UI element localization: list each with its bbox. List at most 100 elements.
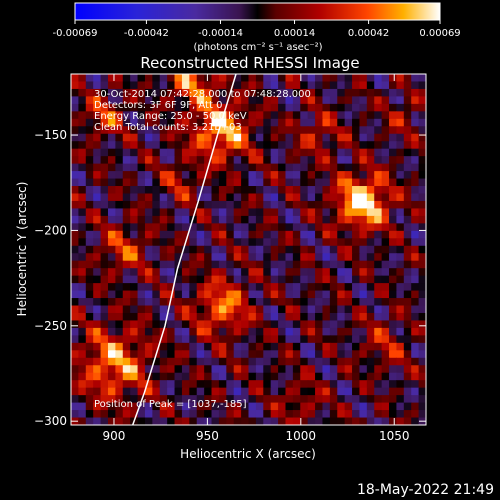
- heatmap-cell: [78, 320, 87, 329]
- heatmap-cell: [300, 111, 309, 120]
- heatmap-cell: [189, 305, 198, 314]
- heatmap-cell: [307, 96, 316, 105]
- heatmap-cell: [337, 342, 346, 351]
- heatmap-cell: [300, 387, 309, 396]
- heatmap-cell: [107, 103, 116, 112]
- heatmap-cell: [167, 230, 176, 239]
- heatmap-cell: [352, 245, 361, 254]
- heatmap-cell: [344, 118, 353, 127]
- heatmap-cell: [248, 245, 257, 254]
- heatmap-cell: [285, 260, 294, 269]
- heatmap-cell: [130, 245, 139, 254]
- heatmap-cell: [248, 238, 257, 247]
- heatmap-cell: [107, 387, 116, 396]
- heatmap-cell: [337, 327, 346, 336]
- heatmap-cell: [329, 402, 338, 411]
- heatmap-cell: [278, 238, 287, 247]
- heatmap-cell: [137, 268, 146, 277]
- heatmap-cell: [78, 245, 87, 254]
- heatmap-cell: [189, 312, 198, 322]
- heatmap-cell: [174, 111, 183, 120]
- heatmap-cell: [71, 312, 79, 322]
- heatmap-cell: [189, 118, 198, 127]
- heatmap-cell: [115, 208, 124, 217]
- heatmap-cell: [329, 312, 338, 322]
- heatmap-cell: [278, 178, 287, 187]
- heatmap-cell: [411, 156, 420, 165]
- heatmap-cell: [226, 81, 235, 90]
- heatmap-cell: [315, 230, 324, 239]
- heatmap-cell: [189, 223, 198, 232]
- heatmap-cell: [344, 193, 353, 202]
- heatmap-cell: [270, 186, 279, 195]
- heatmap-cell: [270, 320, 279, 329]
- heatmap-cell: [285, 156, 294, 165]
- heatmap-cell: [181, 312, 190, 322]
- heatmap-cell: [278, 268, 287, 277]
- heatmap-cell: [226, 387, 235, 396]
- heatmap-cell: [366, 275, 375, 284]
- heatmap-cell: [196, 260, 205, 269]
- heatmap-cell: [144, 200, 153, 210]
- heatmap-cell: [366, 96, 375, 105]
- heatmap-cell: [255, 320, 264, 329]
- heatmap-cell: [315, 275, 324, 284]
- heatmap-cell: [107, 215, 116, 224]
- heatmap-cell: [300, 395, 309, 404]
- heatmap-cell: [411, 81, 420, 90]
- heatmap-cell: [181, 380, 190, 389]
- heatmap-cell: [85, 141, 94, 150]
- heatmap-cell: [241, 178, 250, 187]
- heatmap-cell: [181, 245, 190, 254]
- heatmap-cell: [204, 200, 213, 210]
- heatmap-cell: [233, 290, 242, 299]
- heatmap-cell: [270, 387, 279, 396]
- heatmap-cell: [218, 148, 227, 157]
- heatmap-cell: [226, 410, 235, 419]
- heatmap-cell: [263, 238, 272, 247]
- heatmap-cell: [181, 171, 190, 180]
- heatmap-cell: [189, 193, 198, 202]
- heatmap-cell: [307, 275, 316, 284]
- heatmap-cell: [307, 357, 316, 366]
- heatmap-cell: [100, 268, 109, 277]
- heatmap-cell: [411, 298, 420, 307]
- heatmap-cell: [78, 342, 87, 351]
- heatmap-cell: [85, 230, 94, 239]
- heatmap-cell: [315, 335, 324, 344]
- heatmap-cell: [100, 81, 109, 90]
- heatmap-cell: [174, 245, 183, 254]
- heatmap-cell: [85, 402, 94, 411]
- heatmap-cell: [218, 253, 227, 262]
- heatmap-cell: [152, 387, 161, 396]
- heatmap-cell: [322, 395, 331, 404]
- heatmap-cell: [122, 96, 131, 105]
- heatmap-cell: [189, 96, 198, 105]
- heatmap-cell: [263, 141, 272, 150]
- heatmap-cell: [233, 327, 242, 336]
- heatmap-cell: [144, 171, 153, 180]
- heatmap-cell: [144, 350, 153, 359]
- heatmap-cell: [270, 208, 279, 217]
- heatmap-cell: [115, 186, 124, 195]
- heatmap-cell: [248, 342, 257, 351]
- heatmap-cell: [248, 290, 257, 299]
- colorbar-tick-label: 0.00014: [274, 28, 315, 39]
- heatmap-cell: [233, 74, 242, 83]
- heatmap-cell: [189, 245, 198, 254]
- heatmap-cell: [307, 215, 316, 224]
- heatmap-cell: [255, 193, 264, 202]
- heatmap-cell: [322, 402, 331, 411]
- heatmap-cell: [122, 357, 131, 366]
- heatmap-cell: [411, 88, 420, 98]
- heatmap-cell: [248, 118, 257, 127]
- heatmap-cell: [292, 395, 301, 404]
- heatmap-cell: [189, 395, 198, 404]
- heatmap-cell: [411, 320, 420, 329]
- heatmap-cell: [85, 223, 94, 232]
- heatmap-cell: [307, 298, 316, 307]
- heatmap-cell: [85, 268, 94, 277]
- heatmap-cell: [152, 305, 161, 314]
- heatmap-cell: [322, 275, 331, 284]
- heatmap-cell: [248, 417, 257, 425]
